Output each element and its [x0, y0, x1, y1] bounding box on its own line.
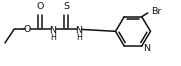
- Text: O: O: [36, 2, 44, 11]
- Text: S: S: [63, 2, 69, 11]
- Text: H: H: [76, 33, 82, 42]
- Text: N: N: [49, 26, 56, 35]
- Text: Br: Br: [151, 7, 162, 16]
- Text: H: H: [50, 33, 56, 42]
- Text: N: N: [143, 44, 150, 53]
- Text: N: N: [75, 26, 83, 35]
- Text: O: O: [23, 25, 31, 34]
